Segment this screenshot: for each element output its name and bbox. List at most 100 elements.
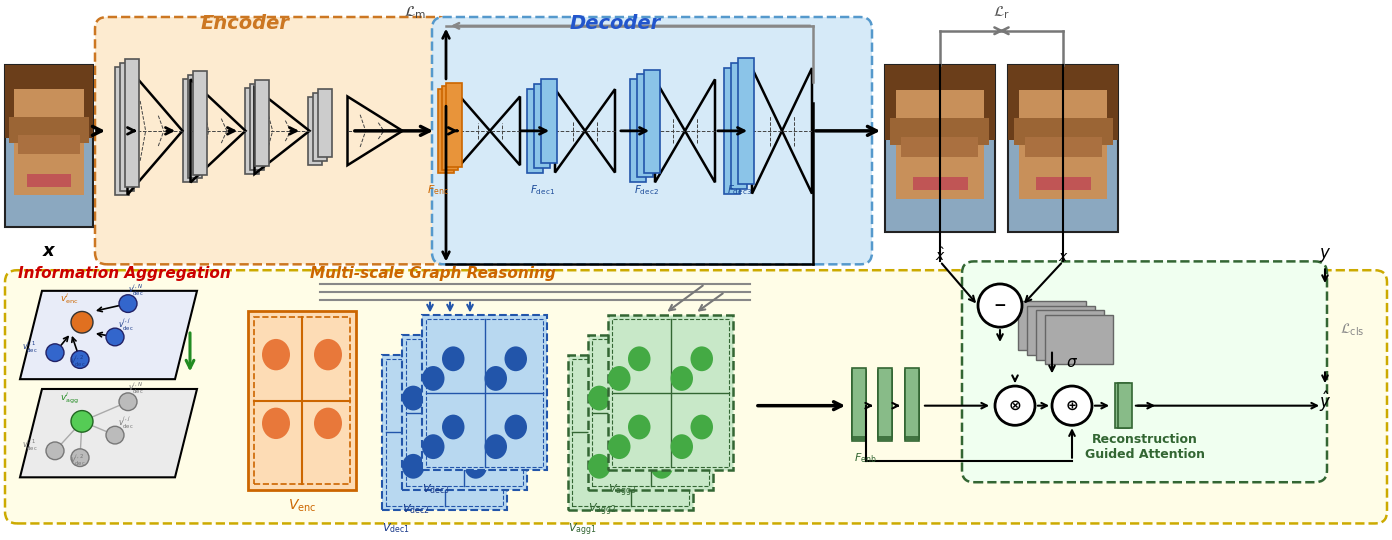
Bar [381, 355, 507, 510]
Circle shape [71, 312, 93, 333]
Bar [885, 65, 995, 232]
Bar [402, 335, 528, 490]
Bar [1008, 65, 1118, 232]
Bar [608, 315, 734, 470]
Ellipse shape [587, 454, 611, 478]
Bar [738, 58, 754, 184]
Bar [6, 65, 93, 138]
Text: $x$: $x$ [1058, 251, 1068, 265]
Bar [1027, 306, 1096, 355]
Text: $v^{i,j}_\mathrm{dec}$: $v^{i,j}_\mathrm{dec}$ [118, 317, 134, 333]
Text: $\mathcal{L}_\mathrm{r}$: $\mathcal{L}_\mathrm{r}$ [992, 4, 1011, 21]
Bar [1025, 137, 1101, 157]
Circle shape [106, 328, 124, 346]
Bar [245, 87, 259, 174]
Bar [852, 368, 866, 437]
Bar [885, 65, 995, 140]
Bar [878, 372, 892, 441]
Ellipse shape [587, 386, 611, 410]
Bar [724, 68, 741, 194]
Bar [1008, 65, 1118, 140]
Ellipse shape [422, 434, 444, 459]
Text: $F_\mathrm{dec1}$: $F_\mathrm{dec1}$ [530, 183, 555, 197]
Ellipse shape [465, 386, 487, 410]
Bar [644, 70, 660, 173]
Bar [193, 71, 207, 174]
Circle shape [118, 295, 136, 313]
Text: $v^{i,2}_\mathrm{dec}$: $v^{i,2}_\mathrm{dec}$ [70, 354, 86, 369]
Text: $V_\mathrm{dec3}$: $V_\mathrm{dec3}$ [422, 482, 450, 496]
Bar [913, 177, 967, 190]
Bar [878, 370, 892, 439]
Text: $\hat{x}$: $\hat{x}$ [934, 247, 945, 265]
Ellipse shape [690, 346, 713, 371]
Bar [14, 90, 84, 194]
Text: −: − [994, 298, 1006, 313]
Bar [125, 59, 139, 187]
Polygon shape [19, 291, 198, 379]
Ellipse shape [443, 415, 465, 440]
FancyBboxPatch shape [962, 261, 1327, 482]
FancyBboxPatch shape [6, 270, 1386, 523]
Text: $v^{i,2}_\mathrm{dec}$: $v^{i,2}_\mathrm{dec}$ [70, 452, 86, 468]
Text: $V_\mathrm{agg2}$: $V_\mathrm{agg2}$ [587, 502, 617, 518]
Text: Multi-scale Graph Reasoning: Multi-scale Graph Reasoning [310, 266, 555, 281]
Bar [528, 89, 543, 173]
Text: $V_\mathrm{dec2}$: $V_\mathrm{dec2}$ [402, 502, 430, 516]
Bar [878, 368, 892, 437]
Bar [188, 76, 202, 178]
Bar [253, 318, 349, 484]
Text: $V_\mathrm{dec1}$: $V_\mathrm{dec1}$ [381, 522, 409, 535]
Text: Decoder: Decoder [569, 14, 661, 33]
Text: $y$: $y$ [1318, 246, 1331, 265]
Bar [852, 372, 866, 441]
Bar [592, 339, 709, 486]
Text: $v^{i}_\mathrm{enc}$: $v^{i}_\mathrm{enc}$ [60, 291, 78, 306]
Ellipse shape [443, 346, 465, 371]
Text: $\sigma$: $\sigma$ [1066, 355, 1077, 370]
Text: Information Aggregation: Information Aggregation [18, 266, 231, 281]
Bar [572, 359, 689, 506]
Ellipse shape [628, 415, 650, 440]
Text: $v^{i,1}_\mathrm{dec}$: $v^{i,1}_\mathrm{dec}$ [22, 339, 38, 355]
Bar [568, 355, 693, 510]
Bar [891, 118, 990, 145]
Text: $v^{i,N}_\mathrm{dec}$: $v^{i,N}_\mathrm{dec}$ [128, 380, 143, 396]
Bar [386, 359, 503, 506]
Bar [902, 137, 979, 157]
Ellipse shape [650, 454, 672, 478]
Bar [905, 370, 919, 439]
Bar [731, 63, 748, 189]
Bar [406, 339, 523, 486]
Bar [317, 89, 333, 157]
Bar [1019, 90, 1107, 199]
Ellipse shape [262, 408, 290, 439]
Ellipse shape [504, 415, 528, 440]
Bar [251, 84, 264, 170]
Bar [1118, 383, 1132, 428]
Text: Reconstruction
Guided Attention: Reconstruction Guided Attention [1084, 433, 1205, 461]
Text: $V_\mathrm{agg3}$: $V_\mathrm{agg3}$ [608, 482, 636, 498]
Bar [445, 83, 462, 167]
Text: $F_\mathrm{dec3}$: $F_\mathrm{dec3}$ [728, 183, 753, 197]
Text: $\mathcal{L}_\mathrm{m}$: $\mathcal{L}_\mathrm{m}$ [404, 4, 426, 21]
Text: ⊕: ⊕ [1066, 398, 1079, 413]
Circle shape [46, 344, 64, 361]
Text: $v^{i}_\mathrm{agg}$: $v^{i}_\mathrm{agg}$ [60, 390, 79, 406]
Bar [587, 335, 713, 490]
Bar [443, 86, 458, 170]
Bar [535, 84, 550, 167]
Text: $V_\mathrm{agg1}$: $V_\mathrm{agg1}$ [568, 522, 597, 538]
Bar [1115, 383, 1129, 428]
Bar [120, 63, 134, 191]
Bar [638, 75, 653, 178]
Ellipse shape [671, 434, 693, 459]
Ellipse shape [650, 386, 672, 410]
Bar [1018, 301, 1086, 350]
Bar [255, 80, 269, 166]
Bar [1036, 310, 1104, 360]
Text: $\mathcal{L}_\mathrm{cls}$: $\mathcal{L}_\mathrm{cls}$ [1340, 322, 1364, 338]
Ellipse shape [671, 366, 693, 391]
Circle shape [1052, 386, 1091, 426]
Text: Encoder: Encoder [200, 14, 290, 33]
